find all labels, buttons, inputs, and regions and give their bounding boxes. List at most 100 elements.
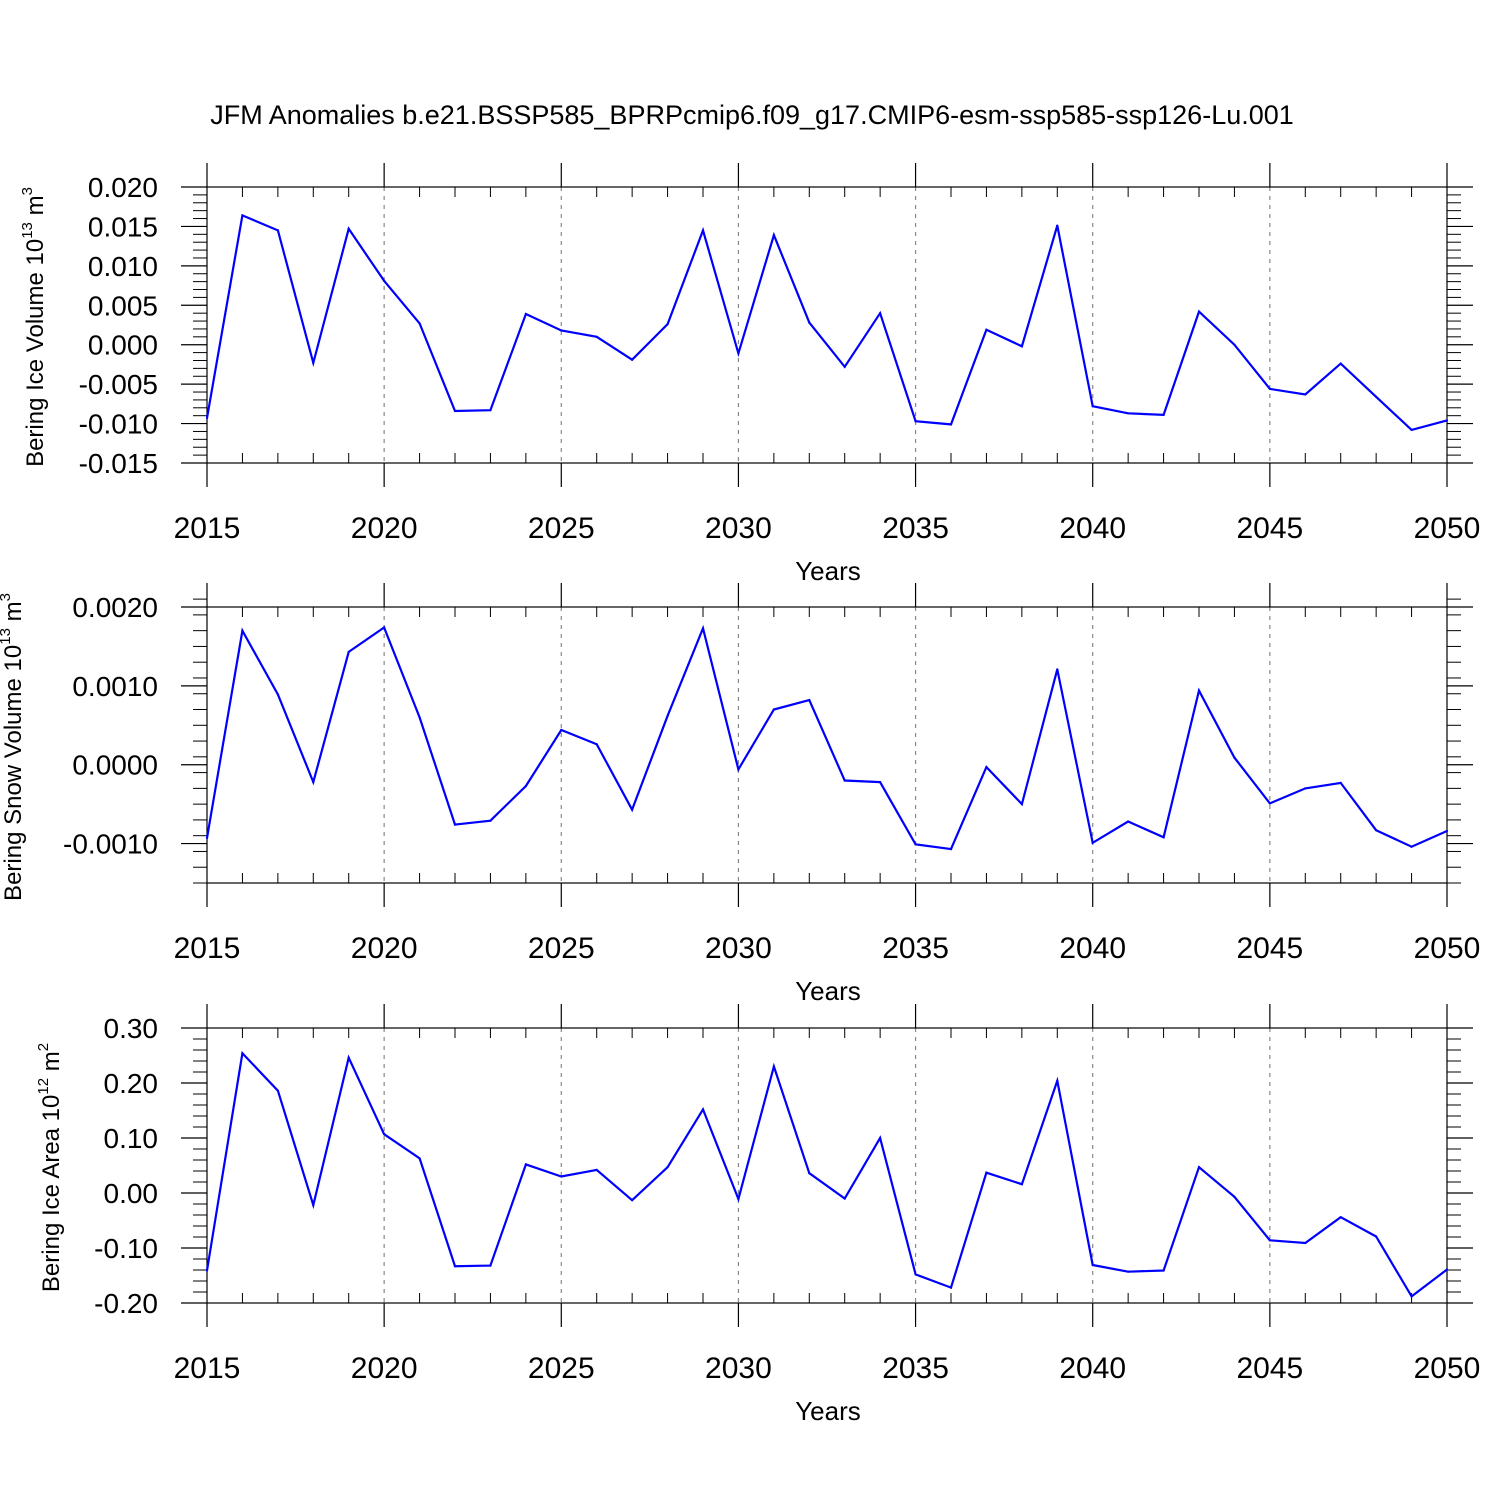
data-point — [1197, 1166, 1201, 1169]
x-tick-label: 2050 — [1414, 1352, 1481, 1385]
data-point — [276, 229, 279, 232]
y-tick-label: -0.015 — [79, 448, 158, 479]
data-point — [560, 728, 563, 732]
data-point — [1304, 393, 1307, 396]
y-axis-label: Bering Snow Volume 1013 m3 — [0, 593, 27, 901]
data-point — [312, 361, 315, 364]
x-axis-label: Years — [795, 976, 861, 1006]
data-point — [524, 312, 527, 316]
data-point — [772, 1065, 775, 1068]
data-point — [1162, 836, 1165, 839]
data-point — [1410, 1295, 1413, 1298]
y-tick-label: -0.0010 — [63, 829, 158, 860]
data-point — [524, 1163, 527, 1166]
data-point — [1375, 395, 1378, 398]
data-point — [1375, 1235, 1378, 1238]
data-point — [772, 234, 775, 237]
data-point — [914, 843, 917, 846]
data-point — [1268, 1239, 1271, 1242]
data-point — [1020, 1183, 1023, 1186]
data-point — [1304, 1241, 1307, 1245]
x-tick-label: 2045 — [1236, 932, 1303, 965]
data-point — [666, 714, 669, 717]
data-point — [808, 1172, 811, 1175]
y-tick-label: 0.000 — [88, 330, 158, 361]
x-tick-label: 2040 — [1059, 1352, 1126, 1385]
data-point — [843, 1197, 846, 1200]
data-point — [1445, 1268, 1449, 1271]
x-tick-label: 2030 — [705, 932, 772, 965]
series-line — [205, 624, 1448, 851]
data-point — [489, 1264, 492, 1267]
data-point — [1197, 310, 1201, 313]
data-point — [418, 322, 421, 325]
data-point — [1304, 787, 1307, 790]
data-point — [453, 1265, 457, 1268]
data-point — [276, 1089, 279, 1092]
data-point — [1162, 413, 1165, 416]
y-tick-label: 0.0000 — [72, 750, 158, 781]
data-point — [737, 1197, 740, 1201]
data-point — [1127, 1270, 1130, 1273]
panel-3: 2015 2020 2025 2030 2035 2040 2045 2050 Years -0.… — [35, 1004, 1480, 1426]
series-line — [205, 1050, 1448, 1299]
chart-title: JFM Anomalies b.e21.BSSP585_BPRPcmip6.f0… — [210, 100, 1294, 130]
data-point — [489, 819, 492, 822]
data-point — [1410, 428, 1413, 431]
data-point — [1339, 362, 1342, 365]
data-point — [1091, 1263, 1094, 1267]
data-point — [418, 716, 421, 719]
data-point — [914, 1273, 917, 1276]
data-point — [631, 1199, 634, 1202]
data-point — [1339, 1216, 1342, 1219]
data-point — [1056, 224, 1059, 227]
x-tick-label: 2020 — [351, 932, 418, 965]
data-point — [1197, 689, 1201, 692]
y-tick-label: 0.010 — [88, 251, 158, 282]
data-point — [701, 627, 705, 630]
data-point — [1445, 419, 1449, 422]
x-tick-label: 2035 — [882, 512, 949, 545]
x-tick-label: 2025 — [528, 1352, 595, 1385]
data-point — [595, 335, 598, 338]
data-point — [631, 358, 634, 361]
data-point — [276, 693, 279, 696]
data-point — [949, 423, 953, 426]
y-tick-label: 0.00 — [104, 1178, 159, 1209]
data-point — [1268, 387, 1271, 390]
plot-frame — [206, 1027, 1448, 1304]
data-point — [1091, 841, 1094, 844]
x-tick-label: 2045 — [1236, 1352, 1303, 1385]
data-point — [949, 1286, 953, 1289]
data-point — [808, 698, 811, 702]
data-point — [1162, 1269, 1165, 1272]
x-tick-label: 2035 — [882, 932, 949, 965]
x-tick-label: 2030 — [705, 512, 772, 545]
data-point — [985, 765, 988, 769]
data-point — [595, 743, 598, 746]
data-point — [1056, 1079, 1059, 1082]
x-tick-label: 2025 — [528, 512, 595, 545]
x-tick-label: 2040 — [1059, 932, 1126, 965]
x-tick-label: 2015 — [174, 512, 241, 545]
data-point — [312, 780, 315, 784]
data-point — [560, 1175, 563, 1178]
data-point — [879, 1136, 882, 1140]
y-tick-label: 0.30 — [104, 1013, 159, 1044]
data-point — [1410, 845, 1413, 848]
y-tick-label: 0.015 — [88, 211, 158, 242]
x-tick-label: 2035 — [882, 1352, 949, 1385]
data-point — [524, 784, 527, 788]
data-point — [1233, 756, 1236, 759]
data-point — [1233, 343, 1236, 346]
y-tick-label: 0.10 — [104, 1123, 159, 1154]
data-point — [241, 1052, 244, 1055]
panel-2: 2015 2020 2025 2030 2035 2040 2045 2050 Years -0.… — [0, 583, 1480, 1006]
data-point — [205, 836, 209, 840]
data-point — [1020, 345, 1023, 348]
data-point — [205, 1269, 209, 1272]
y-axis-label: Bering Ice Volume 1013 m3 — [19, 187, 49, 467]
data-point — [701, 229, 705, 232]
data-point — [241, 214, 244, 217]
